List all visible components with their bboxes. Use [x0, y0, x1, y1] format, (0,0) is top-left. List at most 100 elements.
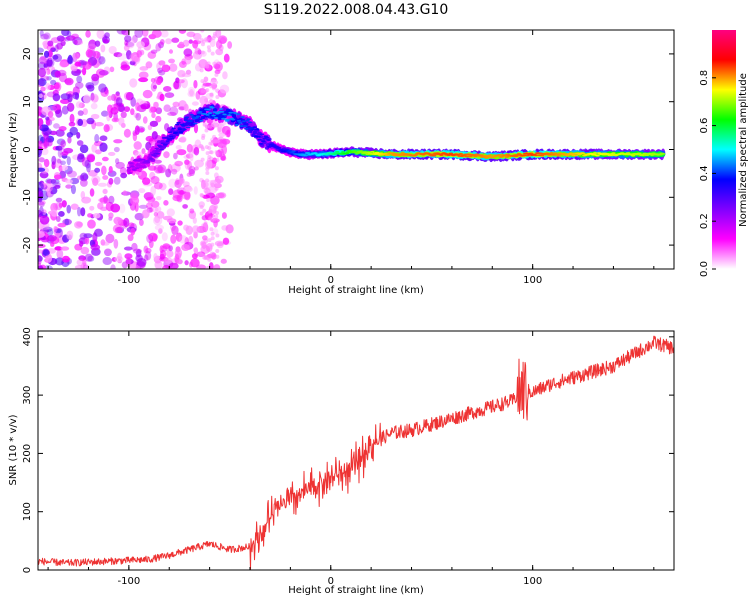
noise-blob	[211, 122, 220, 128]
noise-blob	[202, 235, 208, 241]
noise-blob	[154, 215, 161, 224]
noise-blob	[194, 159, 205, 168]
noise-blob	[108, 195, 115, 204]
noise-blob	[183, 57, 192, 65]
noise-blob	[206, 45, 211, 50]
noise-blob	[210, 251, 215, 256]
noise-blob	[145, 196, 156, 202]
colorbar-label: Normalized spectral amplitude	[738, 73, 749, 227]
noise-blob	[174, 160, 184, 167]
noise-blob	[168, 262, 179, 269]
signal-cell	[473, 155, 478, 158]
noise-blob	[207, 238, 212, 243]
signal-cell	[276, 146, 282, 149]
signal-cell	[244, 127, 249, 130]
noise-blob	[196, 251, 206, 258]
noise-blob	[71, 33, 79, 39]
noise-blob	[79, 144, 89, 154]
signal-cell	[458, 152, 463, 155]
noise-blob	[70, 65, 78, 72]
noise-blob	[199, 211, 204, 216]
noise-blob	[227, 41, 233, 49]
noise-blob	[176, 149, 187, 156]
signal-cell	[200, 115, 205, 120]
signal-cell	[142, 165, 147, 169]
signal-cell	[167, 131, 173, 134]
x-tick-label: -100	[118, 275, 141, 286]
noise-blob	[78, 255, 86, 262]
noise-blob	[202, 208, 207, 213]
y-tick-label: 100	[22, 502, 33, 521]
noise-blob	[185, 225, 193, 235]
noise-blob	[220, 258, 227, 264]
snr-x-ticks: -100 0 100	[47, 331, 655, 587]
noise-blob	[148, 232, 158, 242]
noise-blob	[189, 89, 194, 97]
signal-cell	[169, 135, 174, 138]
noise-blob	[38, 106, 43, 116]
noise-blob	[184, 186, 193, 193]
noise-blob	[145, 247, 152, 254]
noise-blob	[193, 147, 200, 156]
noise-blob	[51, 155, 57, 166]
y-tick-label: 0	[22, 146, 33, 152]
noise-blob	[200, 157, 205, 162]
noise-blob	[38, 61, 46, 70]
noise-blob	[87, 219, 96, 229]
noise-blob	[65, 35, 76, 41]
spectrogram-y-label: Frequency (Hz)	[8, 112, 19, 188]
noise-blob	[50, 202, 58, 212]
noise-blob	[38, 255, 43, 262]
noise-blob	[115, 161, 125, 169]
noise-blob	[54, 246, 62, 251]
noise-blob	[208, 99, 213, 104]
signal-cell	[241, 120, 247, 123]
noise-blob	[101, 110, 109, 117]
noise-blob	[200, 147, 205, 152]
signal-cell	[163, 143, 168, 146]
signal-cell	[171, 127, 176, 130]
noise-blob	[179, 136, 187, 143]
noise-blob	[207, 48, 212, 53]
noise-blob	[220, 155, 227, 162]
noise-blob	[38, 157, 45, 163]
noise-blob	[108, 165, 113, 174]
noise-blob	[82, 108, 88, 116]
x-tick-label: 0	[328, 576, 334, 587]
noise-blob	[200, 89, 205, 94]
noise-blob	[115, 97, 123, 106]
noise-blob	[79, 174, 85, 181]
noise-blob	[38, 167, 46, 172]
signal-cell	[464, 155, 470, 158]
y-tick-label: -10	[22, 189, 33, 205]
noise-blob	[47, 116, 55, 122]
noise-blob	[43, 140, 50, 149]
noise-blob	[212, 61, 217, 66]
noise-blob	[69, 113, 75, 124]
noise-blob	[61, 255, 70, 263]
noise-blob	[204, 128, 209, 133]
snr-y-ticks: 0 100 200 300 400	[22, 327, 674, 573]
noise-blob	[193, 79, 198, 89]
signal-cell	[236, 119, 242, 122]
noise-blob	[49, 186, 58, 195]
noise-blob	[218, 132, 226, 138]
noise-blob	[108, 177, 114, 185]
noise-blob	[214, 150, 219, 155]
noise-blob	[110, 264, 116, 269]
noise-blob	[127, 234, 134, 242]
signal-cell	[448, 152, 454, 155]
colorbar-ticks: 0.0 0.2 0.4 0.6 0.8	[699, 70, 716, 277]
noise-blob	[221, 225, 229, 231]
signal-cell	[593, 152, 598, 154]
signal-cell	[287, 149, 293, 152]
signal-cell	[207, 112, 213, 114]
noise-blob	[186, 143, 193, 153]
noise-blob	[149, 120, 159, 127]
noise-blob	[55, 109, 63, 118]
noise-blob	[182, 39, 190, 47]
noise-blob	[130, 108, 135, 116]
noise-blob	[188, 168, 195, 177]
noise-blob	[77, 118, 84, 127]
noise-blob	[80, 246, 90, 255]
